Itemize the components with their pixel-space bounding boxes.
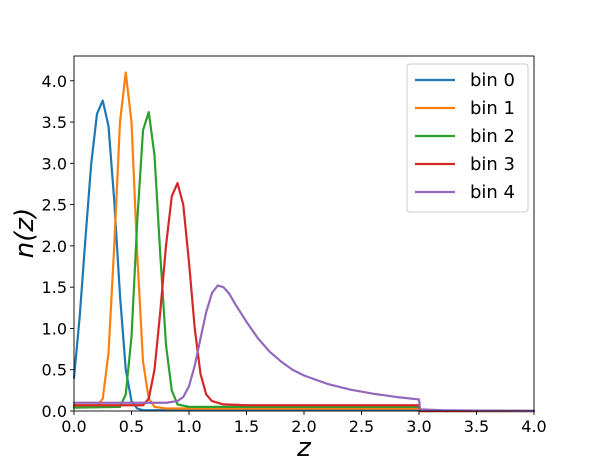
x-tick-label: 0.0 <box>61 417 86 436</box>
series-line-bin-1 <box>72 71 536 413</box>
x-tick-label: 1.5 <box>234 417 259 436</box>
y-tick-label: 1.0 <box>42 319 67 338</box>
y-tick-label: 2.0 <box>42 237 67 256</box>
series-line-bin-2 <box>72 111 536 413</box>
y-tick-label: 3.0 <box>42 154 67 173</box>
y-tick-label: 0.0 <box>42 402 67 421</box>
legend-label-bin-0: bin 0 <box>470 70 515 91</box>
legend-frame <box>406 63 529 213</box>
legend-label-bin-4: bin 4 <box>470 182 515 203</box>
y-tick-label: 2.5 <box>42 196 67 215</box>
y-tick-label: 1.5 <box>42 278 67 297</box>
x-axis-label: z <box>296 433 312 462</box>
legend-label-bin-2: bin 2 <box>470 126 515 147</box>
y-axis-ticks: 0.0 0.5 1.0 1.5 2.0 2.5 3.0 3.5 4.0 <box>42 72 74 421</box>
x-tick-label: 4.0 <box>521 417 546 436</box>
y-tick-label: 4.0 <box>42 72 67 91</box>
series-line-bin-3 <box>72 182 536 413</box>
x-tick-label: 3.0 <box>406 417 431 436</box>
series-lines <box>72 71 536 413</box>
x-tick-label: 1.0 <box>176 417 201 436</box>
x-tick-label: 2.5 <box>349 417 374 436</box>
legend-label-bin-3: bin 3 <box>470 154 515 175</box>
x-axis-ticks: 0.0 0.5 1.0 1.5 2.0 2.5 3.0 3.5 4.0 <box>61 411 547 436</box>
x-tick-label: 3.5 <box>464 417 489 436</box>
x-tick-label: 2.0 <box>291 417 316 436</box>
series-line-bin-0 <box>72 99 536 413</box>
legend-label-bin-1: bin 1 <box>470 98 515 119</box>
legend: bin 0 bin 1 bin 2 bin 3 bin 4 <box>406 63 529 213</box>
y-tick-label: 3.5 <box>42 113 67 132</box>
series-line-bin-4 <box>72 284 536 413</box>
y-tick-label: 0.5 <box>42 361 67 380</box>
x-tick-label: 0.5 <box>119 417 144 436</box>
y-axis-label: n(z) <box>10 208 40 258</box>
